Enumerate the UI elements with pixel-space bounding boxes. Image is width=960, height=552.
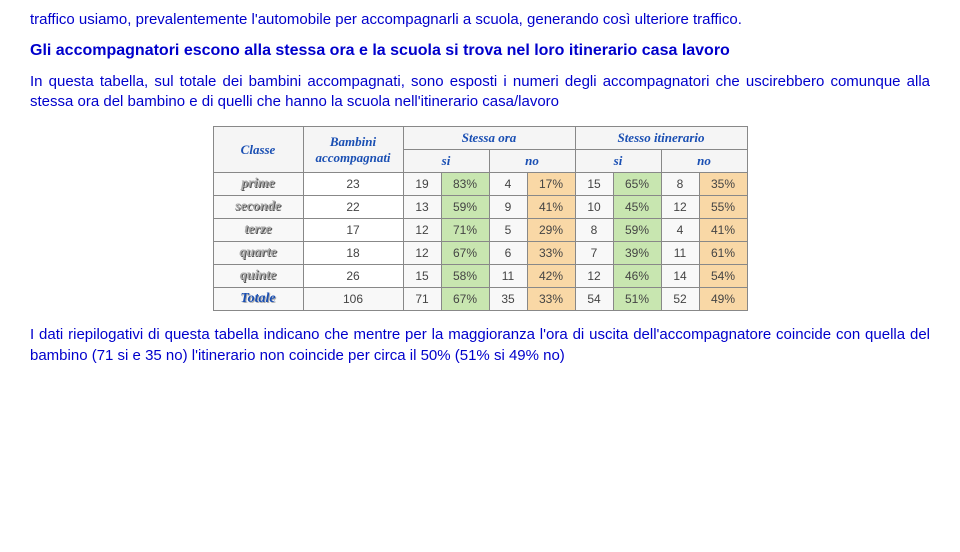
cell-classe: terze xyxy=(213,219,303,242)
cell-n1-pct: 41% xyxy=(527,196,575,219)
cell-n1-pct: 42% xyxy=(527,265,575,288)
cell-total-s2n: 54 xyxy=(575,288,613,311)
table-row: terze171271%529%859%441% xyxy=(213,219,747,242)
cell-n2-num: 11 xyxy=(661,242,699,265)
table-row: prime231983%417%1565%835% xyxy=(213,173,747,196)
table-row: quinte261558%1142%1246%1454% xyxy=(213,265,747,288)
cell-total-bambini: 106 xyxy=(303,288,403,311)
cell-s2-pct: 45% xyxy=(613,196,661,219)
cell-s1-num: 19 xyxy=(403,173,441,196)
cell-s2-num: 10 xyxy=(575,196,613,219)
intro-paragraph-1: traffico usiamo, prevalentemente l'autom… xyxy=(30,10,930,30)
cell-s1-num: 12 xyxy=(403,242,441,265)
cell-s2-pct: 46% xyxy=(613,265,661,288)
cell-total-s1p: 67% xyxy=(441,288,489,311)
cell-total-n2p: 49% xyxy=(699,288,747,311)
summary-paragraph: I dati riepilogativi di questa tabella i… xyxy=(30,325,930,366)
cell-s2-num: 7 xyxy=(575,242,613,265)
cell-n2-pct: 55% xyxy=(699,196,747,219)
cell-s1-pct: 58% xyxy=(441,265,489,288)
cell-classe: seconde xyxy=(213,196,303,219)
cell-n1-pct: 17% xyxy=(527,173,575,196)
th-classe: Classe xyxy=(213,127,303,173)
th-stessa-ora: Stessa ora xyxy=(403,127,575,150)
table-total-row: Totale1067167%3533%5451%5249% xyxy=(213,288,747,311)
th-si-1: si xyxy=(403,150,489,173)
cell-total-s1n: 71 xyxy=(403,288,441,311)
cell-s2-num: 12 xyxy=(575,265,613,288)
th-stesso-itinerario: Stesso itinerario xyxy=(575,127,747,150)
th-si-2: si xyxy=(575,150,661,173)
data-table: Classe Bambini accompagnati Stessa ora S… xyxy=(213,126,748,311)
th-bambini: Bambini accompagnati xyxy=(303,127,403,173)
cell-s1-num: 13 xyxy=(403,196,441,219)
data-table-wrapper: Classe Bambini accompagnati Stessa ora S… xyxy=(30,126,930,311)
cell-classe: prime xyxy=(213,173,303,196)
cell-n1-num: 11 xyxy=(489,265,527,288)
cell-n1-num: 9 xyxy=(489,196,527,219)
cell-n1-num: 5 xyxy=(489,219,527,242)
cell-s2-num: 8 xyxy=(575,219,613,242)
cell-s1-num: 12 xyxy=(403,219,441,242)
cell-n2-pct: 54% xyxy=(699,265,747,288)
cell-n1-pct: 29% xyxy=(527,219,575,242)
cell-total-n1n: 35 xyxy=(489,288,527,311)
cell-n1-pct: 33% xyxy=(527,242,575,265)
cell-total-label: Totale xyxy=(213,288,303,311)
cell-s1-pct: 71% xyxy=(441,219,489,242)
th-no-1: no xyxy=(489,150,575,173)
cell-s2-pct: 39% xyxy=(613,242,661,265)
cell-total-n1p: 33% xyxy=(527,288,575,311)
table-row: quarte181267%633%739%1161% xyxy=(213,242,747,265)
cell-n2-pct: 41% xyxy=(699,219,747,242)
section-heading: Gli accompagnatori escono alla stessa or… xyxy=(30,40,930,62)
cell-total-n2n: 52 xyxy=(661,288,699,311)
cell-n2-num: 12 xyxy=(661,196,699,219)
cell-bambini: 26 xyxy=(303,265,403,288)
intro-paragraph-2: In questa tabella, sul totale dei bambin… xyxy=(30,72,930,113)
cell-n2-num: 8 xyxy=(661,173,699,196)
cell-bambini: 22 xyxy=(303,196,403,219)
cell-n2-num: 4 xyxy=(661,219,699,242)
cell-bambini: 18 xyxy=(303,242,403,265)
cell-n2-pct: 61% xyxy=(699,242,747,265)
cell-s1-num: 15 xyxy=(403,265,441,288)
cell-n2-pct: 35% xyxy=(699,173,747,196)
cell-n1-num: 6 xyxy=(489,242,527,265)
cell-s1-pct: 59% xyxy=(441,196,489,219)
cell-classe: quarte xyxy=(213,242,303,265)
cell-s1-pct: 67% xyxy=(441,242,489,265)
cell-s2-num: 15 xyxy=(575,173,613,196)
cell-bambini: 23 xyxy=(303,173,403,196)
cell-n2-num: 14 xyxy=(661,265,699,288)
table-row: seconde221359%941%1045%1255% xyxy=(213,196,747,219)
cell-n1-num: 4 xyxy=(489,173,527,196)
cell-s1-pct: 83% xyxy=(441,173,489,196)
th-no-2: no xyxy=(661,150,747,173)
cell-s2-pct: 59% xyxy=(613,219,661,242)
cell-s2-pct: 65% xyxy=(613,173,661,196)
cell-total-s2p: 51% xyxy=(613,288,661,311)
cell-bambini: 17 xyxy=(303,219,403,242)
cell-classe: quinte xyxy=(213,265,303,288)
